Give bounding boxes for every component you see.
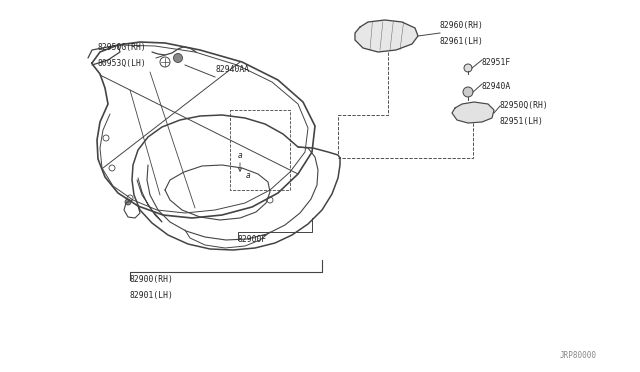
Text: 82901(LH): 82901(LH) bbox=[130, 291, 174, 300]
Text: 82961(LH): 82961(LH) bbox=[440, 37, 484, 46]
Text: 82951(LH): 82951(LH) bbox=[500, 117, 544, 126]
Polygon shape bbox=[452, 102, 494, 123]
Circle shape bbox=[463, 87, 473, 97]
Text: 80953Q(LH): 80953Q(LH) bbox=[98, 59, 147, 68]
Circle shape bbox=[464, 64, 472, 72]
Text: 82900(RH): 82900(RH) bbox=[130, 275, 174, 284]
Text: 82960(RH): 82960(RH) bbox=[440, 21, 484, 30]
Text: 82951F: 82951F bbox=[482, 58, 511, 67]
Text: 82940A: 82940A bbox=[482, 82, 511, 91]
Text: JRP80000: JRP80000 bbox=[560, 351, 597, 360]
Polygon shape bbox=[355, 20, 418, 52]
Text: 82950G(RH): 82950G(RH) bbox=[98, 43, 147, 52]
Text: a: a bbox=[246, 170, 250, 180]
Text: 82950Q(RH): 82950Q(RH) bbox=[500, 101, 548, 110]
Text: a: a bbox=[237, 151, 243, 160]
Text: 82940AA: 82940AA bbox=[215, 65, 249, 74]
Text: 82900F: 82900F bbox=[238, 235, 268, 244]
Circle shape bbox=[125, 199, 131, 205]
Circle shape bbox=[173, 54, 182, 62]
